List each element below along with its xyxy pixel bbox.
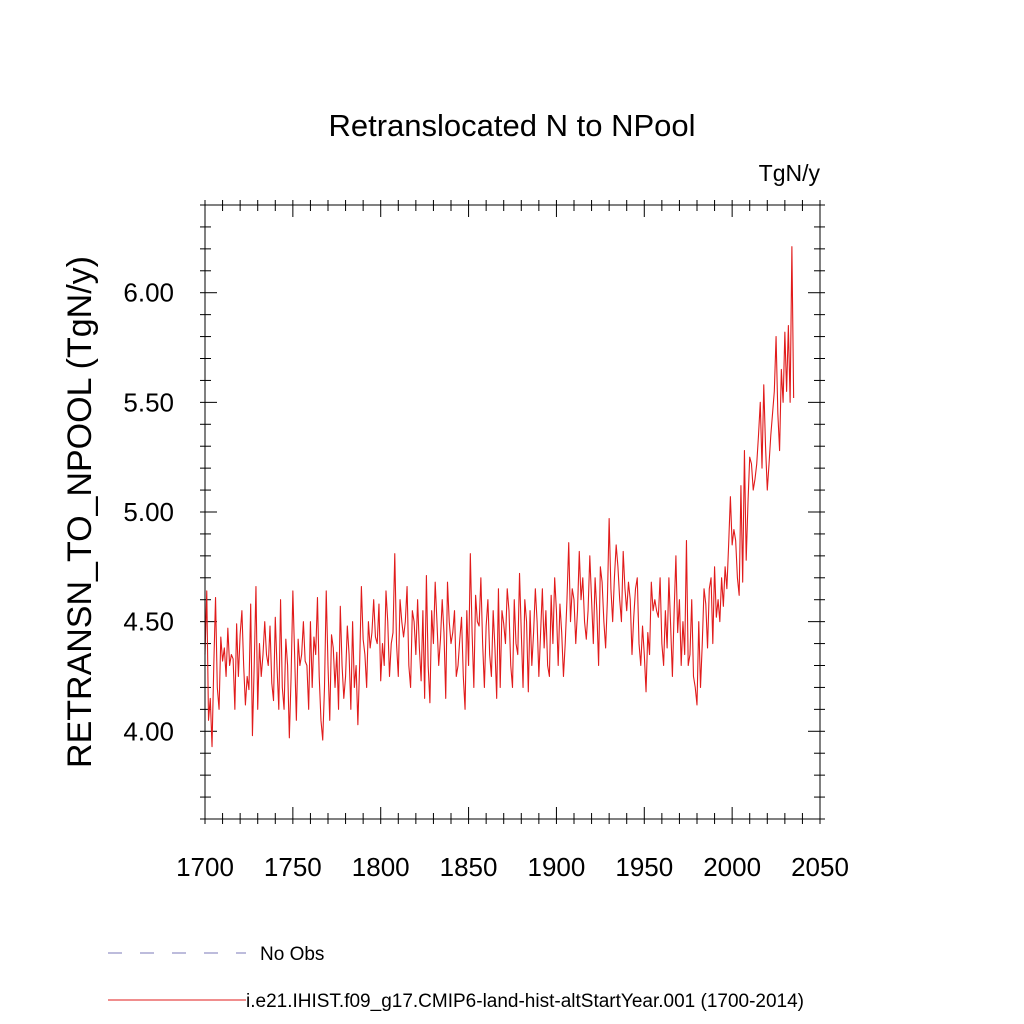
x-tick-label: 1750 (264, 852, 322, 882)
y-tick-label: 5.50 (123, 387, 174, 417)
y-tick-label: 4.50 (123, 607, 174, 637)
x-tick-label: 2000 (703, 852, 761, 882)
x-tick-label: 1800 (352, 852, 410, 882)
chart-title: Retranslocated N to NPool (328, 108, 695, 143)
legend-label-no-obs: No Obs (260, 944, 324, 965)
x-tick-label: 1850 (440, 852, 498, 882)
y-tick-labels: 4.00 4.50 5.00 5.50 6.00 (123, 278, 174, 747)
x-tick-label: 1900 (528, 852, 586, 882)
units-label: TgN/y (759, 160, 821, 186)
legend-label-model: i.e21.IHIST.f09_g17.CMIP6-land-hist-altS… (246, 991, 804, 1012)
y-tick-label: 4.00 (123, 716, 174, 746)
x-tick-label: 1700 (176, 852, 234, 882)
series-line (204, 246, 795, 748)
y-tick-label: 5.00 (123, 497, 174, 527)
plot-area (200, 200, 825, 824)
legend: No Obs i.e21.IHIST.f09_g17.CMIP6-land-hi… (108, 944, 804, 1012)
y-axis-label: RETRANSN_TO_NPOOL (TgN/y) (61, 256, 99, 768)
x-tick-label: 1950 (615, 852, 673, 882)
x-tick-label: 2050 (791, 852, 849, 882)
axis-ticks (200, 200, 825, 824)
y-tick-label: 6.00 (123, 278, 174, 308)
x-tick-labels: 1700 1750 1800 1850 1900 1950 2000 2050 (176, 852, 849, 882)
plot-frame (204, 204, 821, 820)
